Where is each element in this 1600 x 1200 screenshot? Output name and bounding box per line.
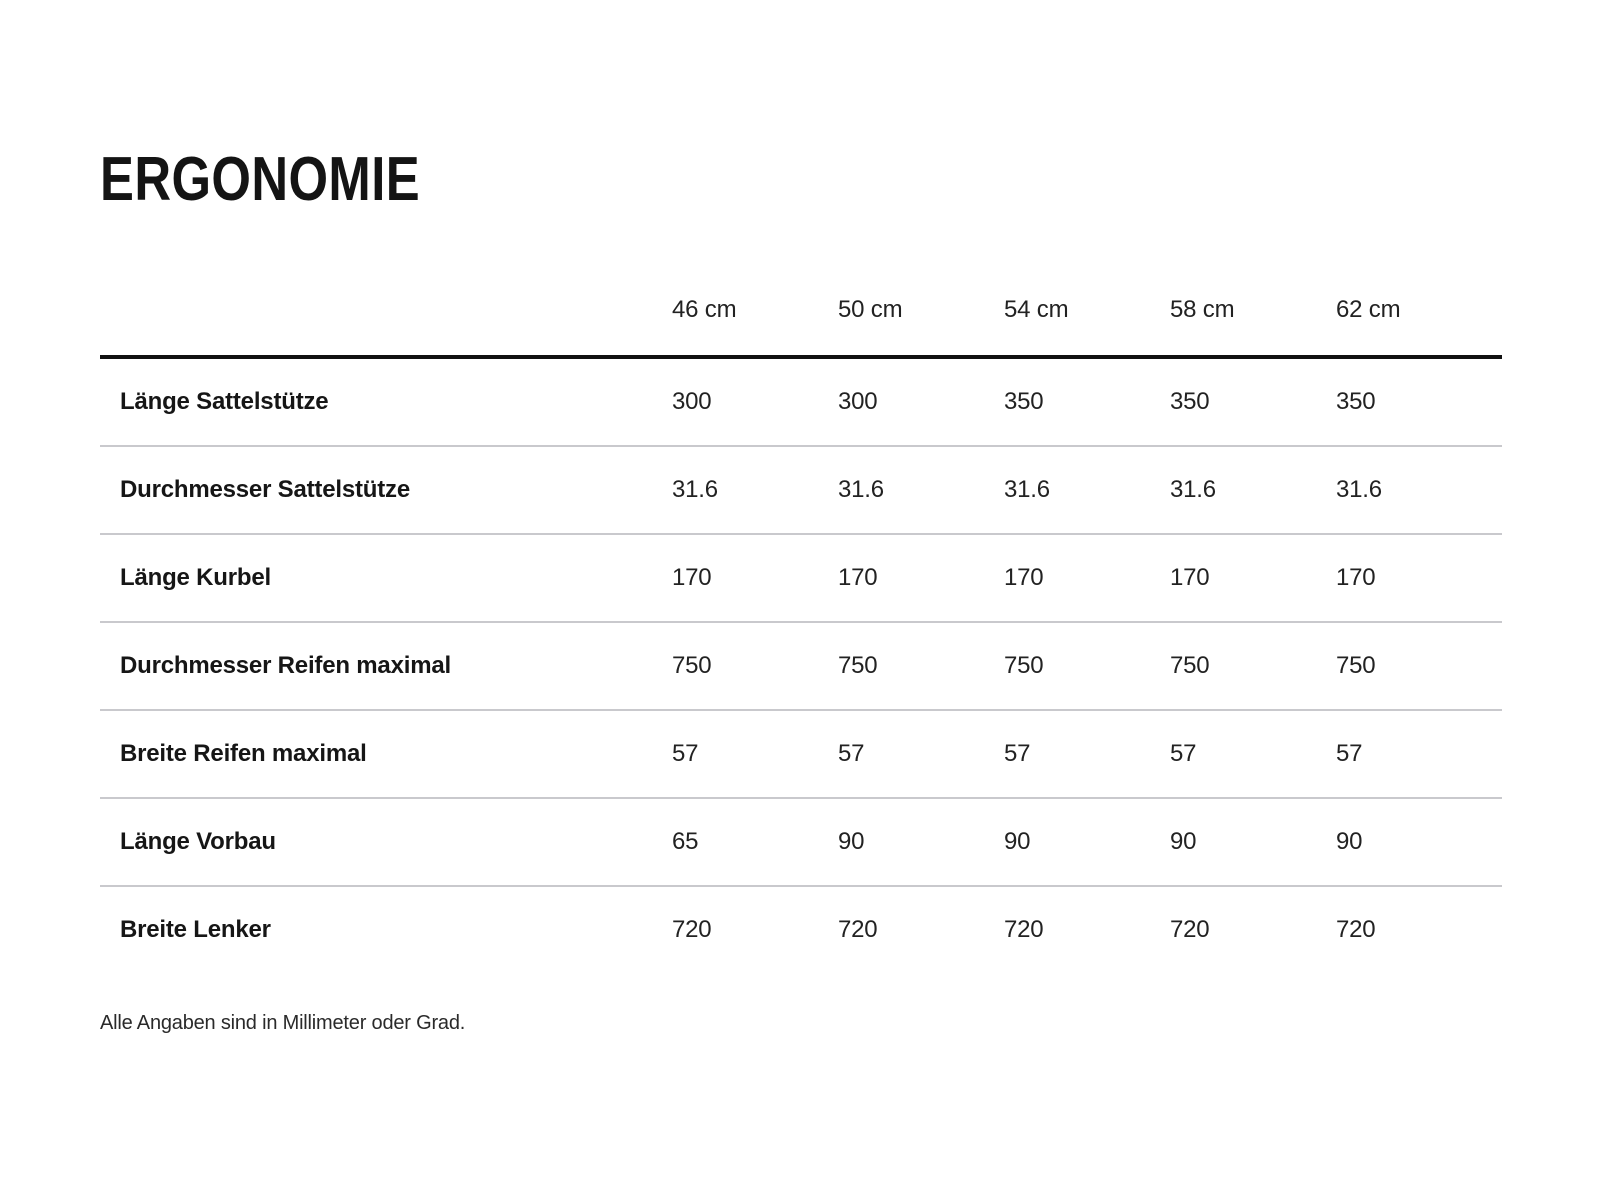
- table-cell: 750: [672, 622, 838, 711]
- table-cell: 720: [838, 916, 878, 943]
- table-header-row: 46 cm 50 cm 54 cm 58 cm 62 cm: [100, 212, 1502, 359]
- table-cell: 31.6: [672, 446, 838, 535]
- table-cell: 750: [1170, 622, 1336, 711]
- table-cell: 720: [1004, 916, 1044, 943]
- row-label: Länge Kurbel: [100, 534, 672, 623]
- row-label: Durchmesser Sattelstütze: [100, 446, 672, 535]
- table-cell: 31.6: [1170, 446, 1336, 535]
- table-cell: 90: [1170, 798, 1336, 887]
- table-cell: 300: [838, 357, 1004, 447]
- table-cell: 31.6: [1336, 446, 1502, 535]
- column-header-size-46: 46 cm: [672, 212, 838, 359]
- table-cell: 90: [1336, 798, 1502, 887]
- table-cell: 720: [1336, 916, 1376, 943]
- table-cell: 750: [1336, 622, 1502, 711]
- table-cell: 350: [1004, 357, 1170, 447]
- table-cell: 170: [1336, 534, 1502, 623]
- header-spacer-cell: [100, 212, 672, 359]
- column-header-size-58: 58 cm: [1170, 212, 1336, 359]
- row-label: Länge Vorbau: [100, 798, 672, 887]
- row-label: Länge Sattelstütze: [100, 357, 672, 447]
- table-cell: 31.6: [1004, 446, 1170, 535]
- table-cell: 170: [672, 534, 838, 623]
- table-cell: 65: [672, 798, 838, 887]
- column-header-size-54: 54 cm: [1004, 212, 1170, 359]
- table-cell: 90: [1004, 798, 1170, 887]
- table-cell: 750: [838, 622, 1004, 711]
- table-cell: 57: [672, 710, 838, 799]
- table-row: Länge Vorbau 65 90 90 90 90: [100, 798, 1502, 887]
- row-label: Breite Lenker: [120, 916, 271, 943]
- row-label: Breite Reifen maximal: [100, 710, 672, 799]
- table-row: Durchmesser Sattelstütze 31.6 31.6 31.6 …: [100, 446, 1502, 535]
- units-note: Alle Angaben sind in Millimeter oder Gra…: [100, 1012, 466, 1034]
- table-cell: 750: [1004, 622, 1170, 711]
- table-cell: 170: [1004, 534, 1170, 623]
- column-header-size-50: 50 cm: [838, 212, 1004, 359]
- table-cell: 170: [838, 534, 1004, 623]
- table-cell: 350: [1336, 357, 1502, 447]
- table-cell: 170: [1170, 534, 1336, 623]
- table-cell: 720: [672, 916, 712, 943]
- row-label: Durchmesser Reifen maximal: [100, 622, 672, 711]
- table-cell: 720: [1170, 916, 1210, 943]
- table-cell: 57: [838, 710, 1004, 799]
- table-cell: 31.6: [838, 446, 1004, 535]
- table-row: Durchmesser Reifen maximal 750 750 750 7…: [100, 622, 1502, 711]
- page-title: ERGONOMIE: [100, 145, 421, 214]
- table-row: Länge Kurbel 170 170 170 170 170: [100, 534, 1502, 623]
- table-row: Breite Lenker 720 720 720 720 720: [100, 886, 1502, 973]
- table-cell: 57: [1170, 710, 1336, 799]
- table-cell: 300: [672, 357, 838, 447]
- table-row: Länge Sattelstütze 300 300 350 350 350: [100, 357, 1502, 447]
- table-cell: 90: [838, 798, 1004, 887]
- ergonomics-table: 46 cm 50 cm 54 cm 58 cm 62 cm Länge Satt…: [100, 212, 1502, 973]
- column-header-size-62: 62 cm: [1336, 212, 1502, 359]
- content-area: ERGONOMIE 46 cm 50 cm 54 cm 58 cm 62 cm: [100, 145, 1502, 1034]
- table-cell: 350: [1170, 357, 1336, 447]
- table-cell: 57: [1004, 710, 1170, 799]
- table-row: Breite Reifen maximal 57 57 57 57 57: [100, 710, 1502, 799]
- table-cell: 57: [1336, 710, 1502, 799]
